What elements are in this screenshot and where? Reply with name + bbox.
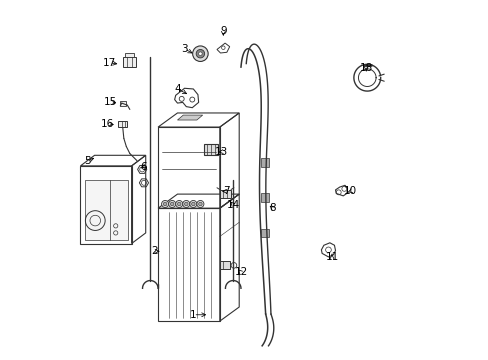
Circle shape [170,202,174,206]
Polygon shape [261,229,269,237]
Text: 18: 18 [359,63,372,73]
Polygon shape [219,189,231,198]
Circle shape [196,49,204,58]
Circle shape [191,202,195,206]
Circle shape [163,202,166,206]
Circle shape [197,201,203,207]
Text: 11: 11 [325,252,338,262]
Polygon shape [177,115,203,120]
Polygon shape [261,158,269,167]
Text: 14: 14 [226,200,239,210]
Text: 13: 13 [215,147,228,157]
Text: 16: 16 [101,118,114,129]
Circle shape [198,52,202,55]
Circle shape [192,46,208,62]
Text: 1: 1 [190,310,196,320]
Circle shape [168,201,175,207]
Polygon shape [122,57,136,67]
Text: 15: 15 [103,98,117,107]
Text: 7: 7 [223,186,230,196]
Circle shape [161,201,168,207]
Text: 8: 8 [269,203,275,213]
Text: 9: 9 [220,26,226,36]
Polygon shape [118,121,127,127]
Polygon shape [124,53,134,57]
Circle shape [183,201,189,207]
Circle shape [177,202,181,206]
Text: 2: 2 [151,246,158,256]
Polygon shape [203,144,218,154]
Circle shape [184,202,188,206]
Circle shape [198,202,202,206]
Circle shape [189,201,197,207]
Polygon shape [219,261,230,269]
Text: 12: 12 [234,267,247,278]
Text: 6: 6 [141,162,147,172]
Polygon shape [261,193,269,202]
Text: 5: 5 [84,156,91,166]
Text: 10: 10 [343,186,356,196]
Text: 17: 17 [103,58,116,68]
Text: 3: 3 [181,44,187,54]
Circle shape [175,201,183,207]
Polygon shape [120,100,126,106]
Polygon shape [84,180,128,240]
Text: 4: 4 [174,84,181,94]
